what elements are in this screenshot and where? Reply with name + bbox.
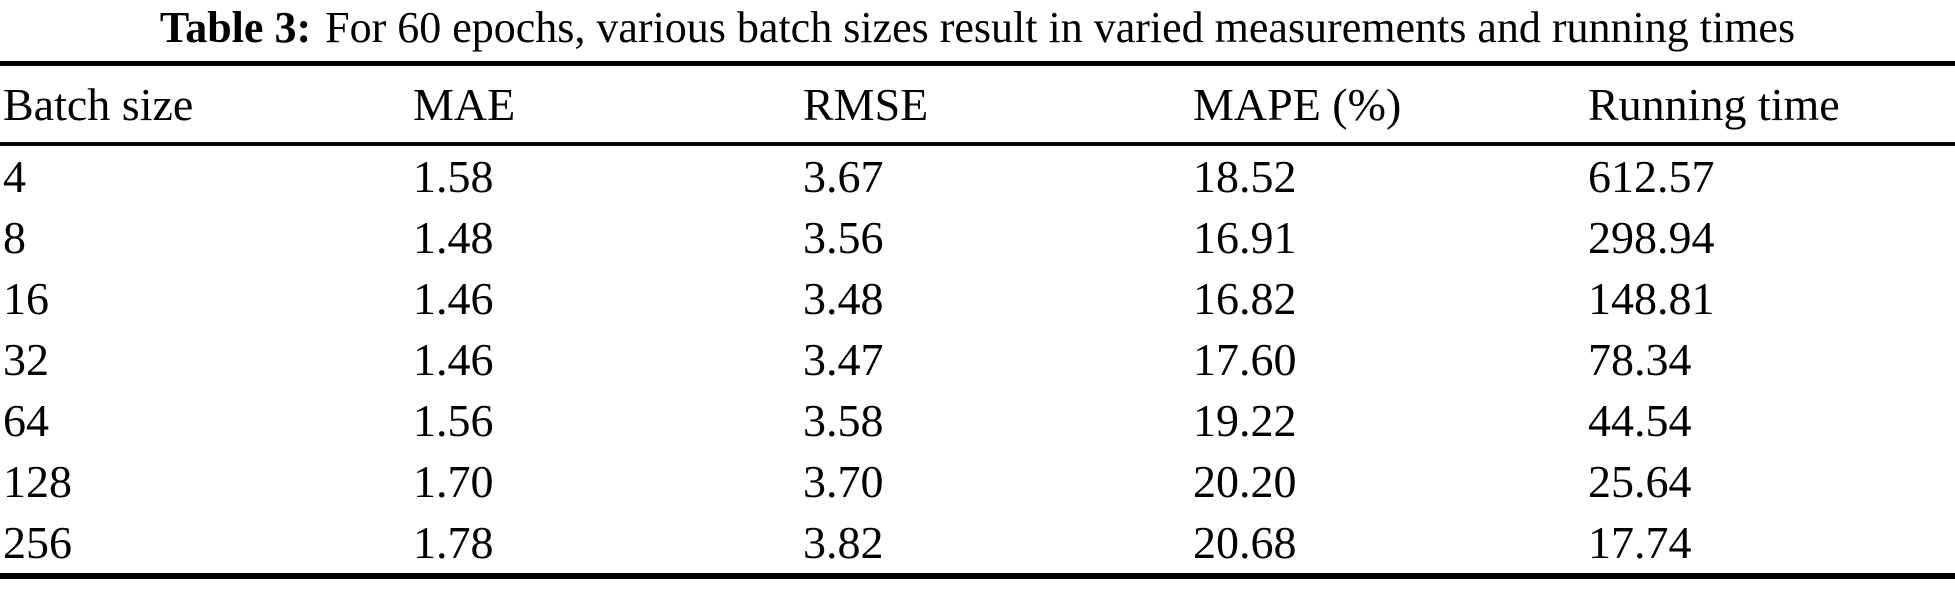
table-row: 8 1.48 3.56 16.91 298.94	[0, 207, 1955, 268]
cell-mape: 18.52	[1193, 151, 1297, 202]
results-table: Batch size MAE RMSE MAPE (%) Running tim…	[0, 61, 1955, 579]
table-row: 4 1.58 3.67 18.52 612.57	[0, 144, 1955, 207]
cell-running-time: 78.34	[1588, 334, 1692, 385]
cell-rmse: 3.56	[803, 212, 884, 263]
cell-batch-size: 4	[3, 151, 26, 202]
cell-batch-size: 256	[3, 517, 72, 568]
cell-rmse: 3.47	[803, 334, 884, 385]
cell-rmse: 3.58	[803, 395, 884, 446]
cell-mape: 17.60	[1193, 334, 1297, 385]
cell-running-time: 44.54	[1588, 395, 1692, 446]
cell-mae: 1.70	[413, 456, 494, 507]
table-row: 16 1.46 3.48 16.82 148.81	[0, 268, 1955, 329]
col-header-running-time: Running time	[1585, 63, 1955, 146]
cell-batch-size: 16	[3, 273, 49, 324]
header-row: Batch size MAE RMSE MAPE (%) Running tim…	[0, 63, 1955, 146]
cell-running-time: 298.94	[1588, 212, 1715, 263]
cell-running-time: 148.81	[1588, 273, 1715, 324]
col-header-mape: MAPE (%)	[1190, 63, 1585, 146]
cell-rmse: 3.70	[803, 456, 884, 507]
table-caption: Table 3: For 60 epochs, various batch siz…	[0, 0, 1955, 56]
table-row: 32 1.46 3.47 17.60 78.34	[0, 329, 1955, 390]
table-caption-label: Table 3:	[159, 3, 312, 52]
cell-batch-size: 64	[3, 395, 49, 446]
cell-mape: 20.20	[1193, 456, 1297, 507]
cell-batch-size: 32	[3, 334, 49, 385]
cell-mae: 1.46	[413, 273, 494, 324]
cell-mae: 1.48	[413, 212, 494, 263]
cell-mae: 1.58	[413, 151, 494, 202]
cell-rmse: 3.67	[803, 151, 884, 202]
cell-running-time: 612.57	[1588, 151, 1715, 202]
col-header-mae: MAE	[410, 63, 800, 146]
cell-batch-size: 128	[3, 456, 72, 507]
cell-rmse: 3.48	[803, 273, 884, 324]
cell-mae: 1.78	[413, 517, 494, 568]
table-row: 256 1.78 3.82 20.68 17.74	[0, 512, 1955, 576]
cell-mape: 20.68	[1193, 517, 1297, 568]
cell-mape: 16.91	[1193, 212, 1297, 263]
cell-mape: 19.22	[1193, 395, 1297, 446]
col-header-rmse: RMSE	[800, 63, 1190, 146]
cell-mae: 1.56	[413, 395, 494, 446]
cell-running-time: 17.74	[1588, 517, 1692, 568]
cell-running-time: 25.64	[1588, 456, 1692, 507]
cell-rmse: 3.82	[803, 517, 884, 568]
cell-batch-size: 8	[3, 212, 26, 263]
cell-mae: 1.46	[413, 334, 494, 385]
table-row: 128 1.70 3.70 20.20 25.64	[0, 451, 1955, 512]
col-header-batch-size: Batch size	[0, 63, 410, 146]
cell-mape: 16.82	[1193, 273, 1297, 324]
table-caption-text: For 60 epochs, various batch sizes resul…	[325, 3, 1796, 52]
table-row: 64 1.56 3.58 19.22 44.54	[0, 390, 1955, 451]
